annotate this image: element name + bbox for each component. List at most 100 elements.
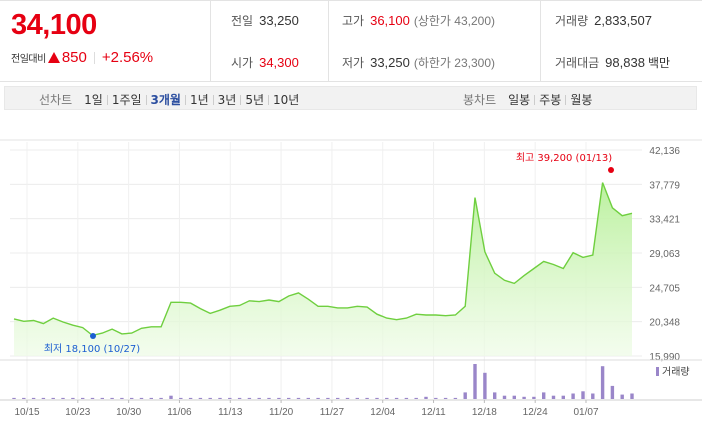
y-tick-label: 42,136 [649, 146, 680, 157]
tab-1w[interactable]: 1주일 [111, 93, 142, 107]
volume-bar [179, 397, 183, 399]
volume-bar [71, 397, 75, 399]
change-row: 전일대비 850 +2.56% [11, 49, 153, 66]
stat-prev-close: 전일 33,250 [231, 12, 299, 29]
tab-3y[interactable]: 3년 [217, 93, 237, 107]
volume-bar [247, 397, 252, 399]
up-triangle-icon [47, 52, 60, 63]
volume-legend-label: 거래량 [662, 366, 690, 378]
x-tick-label: 10/23 [65, 407, 90, 418]
volume-bar [100, 397, 104, 399]
tab-divider [145, 94, 147, 105]
volume-bar [287, 397, 291, 399]
volume-bar [581, 391, 585, 399]
tab-divider [240, 94, 242, 105]
x-tick-label: 12/04 [370, 407, 395, 418]
volume-bar [375, 397, 379, 399]
volume-bar [630, 393, 634, 399]
tab-divider [534, 94, 536, 105]
volume-bar [326, 397, 330, 399]
volume-bar [316, 397, 320, 399]
stat-open: 시가 34,300 [231, 54, 299, 71]
volume-bar [31, 397, 36, 399]
volume-bar [522, 396, 526, 399]
volume-bar [188, 397, 193, 399]
tab-daily[interactable]: 일봉 [508, 93, 531, 107]
low-marker [90, 333, 96, 339]
stock-summary: 34,100 전일대비 850 +2.56% 전일 33,250 시가 34,300… [0, 0, 702, 82]
volume-bar [237, 397, 242, 399]
volume-bar [198, 397, 203, 399]
high-annotation: 최고 39,200 (01/13) [516, 152, 612, 164]
volume-bar [385, 397, 389, 399]
stat-value: 34,300 [259, 55, 299, 70]
volume-bar [306, 397, 310, 399]
volume-bar [463, 392, 467, 399]
volume-bar [277, 397, 281, 399]
change-value: 850 [61, 49, 87, 66]
stat-volume: 거래량 2,833,507 [555, 12, 652, 29]
x-tick-label: 01/07 [573, 407, 598, 418]
tab-divider [106, 94, 108, 105]
volume-bar [512, 395, 516, 399]
line-chart-periods: 선차트 1일 1주일 3개월 1년 3년 5년 10년 [39, 91, 303, 108]
x-axis: 10/15 10/23 10/30 11/06 11/13 11/20 11/27 12/04… [0, 399, 702, 418]
volume-bar [336, 397, 340, 399]
stat-label: 저가 [342, 56, 365, 70]
stat-value: 36,100 [370, 13, 410, 28]
volume-legend-swatch [656, 367, 659, 376]
change-percent: +2.56% [101, 49, 154, 66]
volume-bar [130, 397, 134, 399]
volume-bar [90, 397, 95, 399]
volume-bar [365, 397, 369, 399]
y-tick-label: 33,421 [649, 215, 680, 226]
stat-label: 거래량 [555, 14, 589, 28]
volume-bar [414, 397, 418, 399]
extreme-markers: 최고 39,200 (01/13) 최저 18,100 (10/27) [44, 152, 614, 355]
stat-value: 2,833,507 [594, 13, 652, 28]
volume-bar [345, 397, 350, 399]
y-tick-label: 24,705 [649, 283, 680, 294]
volume-bar [51, 397, 55, 399]
x-tick-label: 11/27 [320, 407, 345, 418]
tab-3m[interactable]: 3개월 [150, 93, 181, 107]
current-price: 34,100 [11, 9, 97, 41]
volume-bar [159, 397, 163, 399]
volume-bar [591, 393, 595, 399]
price-line [13, 182, 633, 337]
stat-label: 시가 [231, 56, 254, 70]
stat-high: 고가 36,100 (상한가 43,200) [342, 12, 495, 29]
line-chart-title: 선차트 [39, 93, 73, 107]
volume-bar [61, 397, 65, 399]
volume-bar [561, 395, 565, 399]
y-tick-label: 37,779 [649, 180, 680, 191]
volume-bar [296, 397, 301, 399]
stat-low: 저가 33,250 (하한가 23,300) [342, 54, 495, 71]
change-divider [93, 51, 95, 64]
tab-1d[interactable]: 1일 [84, 93, 103, 107]
candle-chart-title: 봉차트 [463, 93, 497, 107]
volume-bar [228, 397, 232, 399]
y-axis: 42,136 37,779 33,421 29,063 24,705 20,348 15,9… [649, 146, 680, 363]
price-panel: 34,100 전일대비 850 +2.56% [0, 1, 211, 81]
volume-bar [169, 395, 173, 399]
tab-weekly[interactable]: 주봉 [539, 93, 562, 107]
stat-value: 33,250 [370, 55, 410, 70]
volume-bar [473, 364, 477, 399]
tab-5y[interactable]: 5년 [245, 93, 265, 107]
stat-label: 전일 [231, 14, 254, 28]
x-tick-label: 12/18 [472, 407, 497, 418]
price-chart[interactable]: 42,136 37,779 33,421 29,063 24,705 20,348 15,9… [0, 112, 702, 441]
volume-bar [208, 397, 212, 399]
volume-bar [620, 394, 624, 399]
tab-monthly[interactable]: 월봉 [570, 93, 593, 107]
tab-10y[interactable]: 10년 [273, 93, 300, 107]
tab-divider [268, 94, 270, 105]
volume-bar [542, 392, 546, 399]
tab-1y[interactable]: 1년 [189, 93, 209, 107]
volume-bar [41, 397, 46, 399]
volume-bar [493, 392, 497, 399]
tab-divider [565, 94, 567, 105]
volume-bar [434, 397, 438, 399]
upper-limit: (상한가 43,200) [413, 14, 496, 28]
